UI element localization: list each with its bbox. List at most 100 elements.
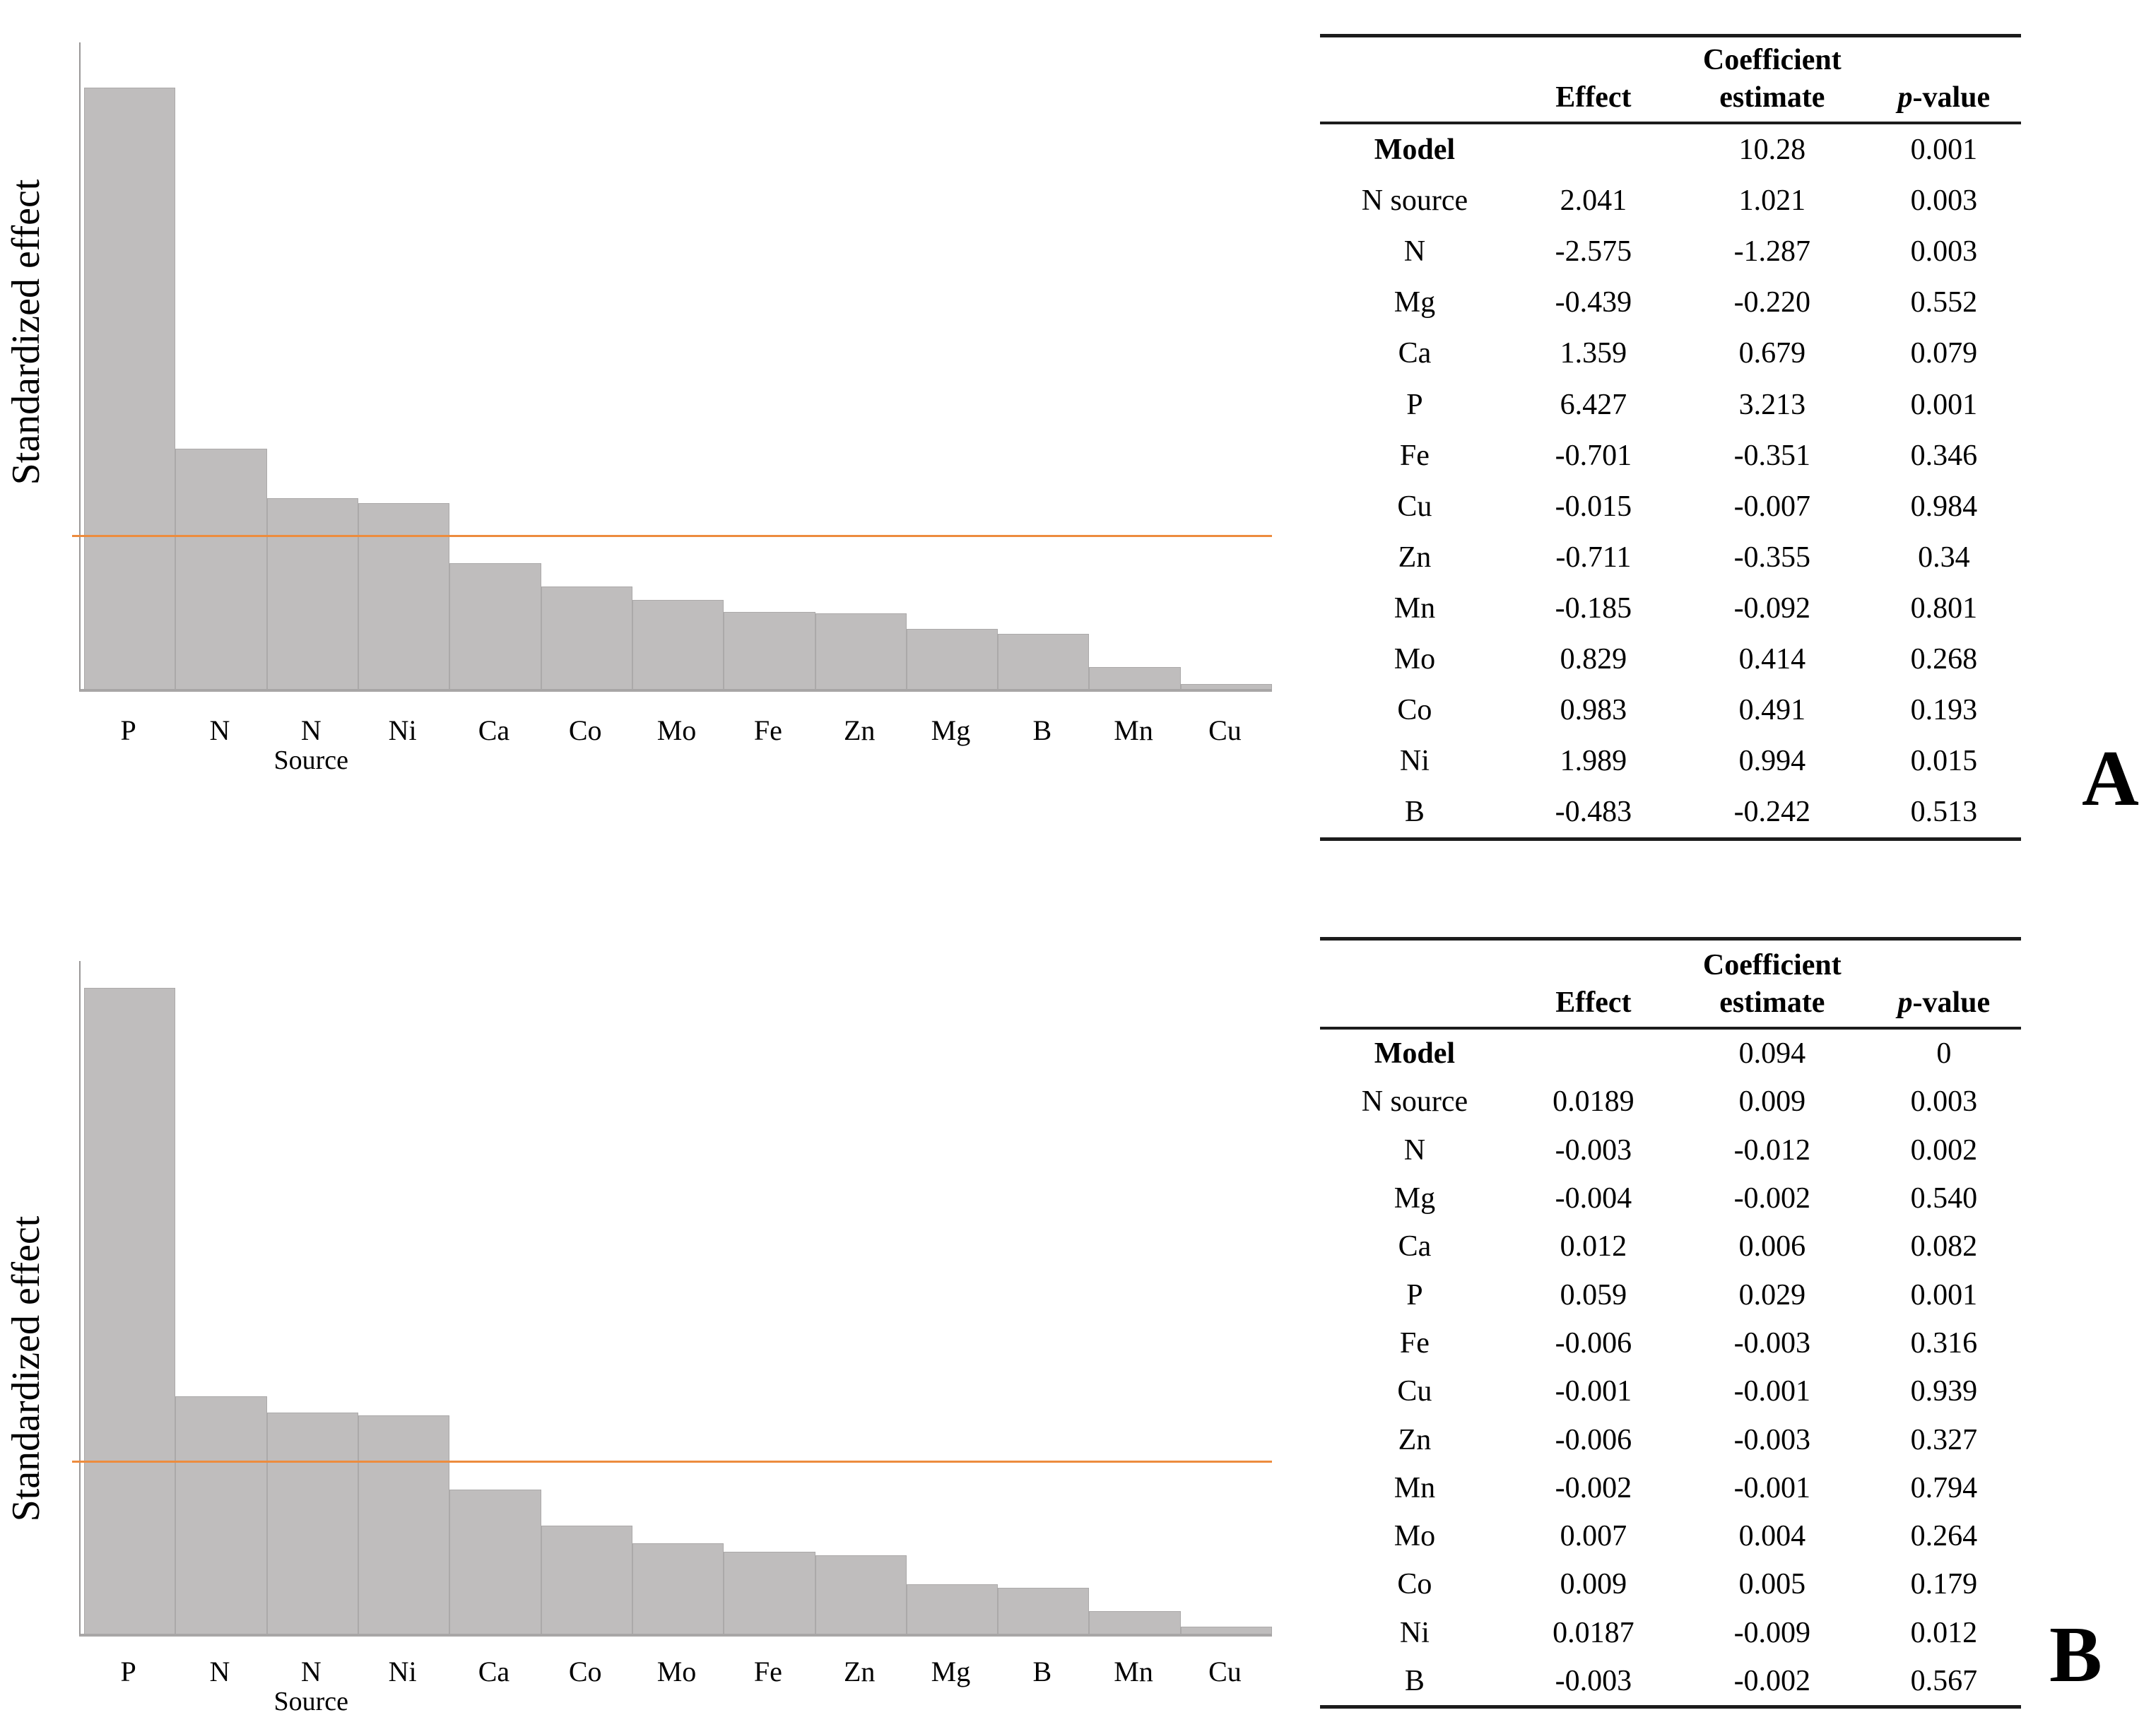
cell-p-value: 0.327 [1910,1423,1978,1456]
x-tick-label: Cu [1208,1656,1242,1687]
row-label: Mg [1394,1182,1436,1215]
cell-effect: 0.0189 [1553,1085,1634,1119]
cell-p-value: 0.801 [1910,591,1978,625]
cell-effect [1509,1030,1678,1078]
cell-effect: 1.359 [1560,337,1627,370]
table-top-rule [1320,937,2021,941]
x-tick-label: Mo [656,714,697,746]
header-p-italic: p [1897,986,1913,1019]
cell-p-value: 0.939 [1910,1375,1978,1408]
cell-p-value: 0.015 [1910,745,1978,778]
cell-effect: -0.015 [1555,490,1632,523]
bar-n-source [266,498,358,689]
x-tick-label: Fe [753,1656,782,1687]
cell-coefficient-estimate: 0.006 [1738,1230,1806,1263]
x-axis-labels-a: P N N Source Ni Ca Co Mo Fe Zn Mg B Mn Cu [83,715,1271,776]
x-tick-label: B [1032,1656,1052,1687]
cell-p-value: 0.268 [1910,642,1978,676]
row-label: P [1406,388,1423,421]
x-tick-label: Zn [843,1656,876,1687]
y-axis-label: Standardized effect [4,179,48,485]
x-tick-label: Mn [1114,714,1153,746]
row-label: P [1406,1278,1423,1312]
cell-effect: -0.006 [1555,1423,1632,1456]
cell-p-value: 0.567 [1910,1665,1978,1697]
cell-coefficient-estimate: 10.28 [1738,134,1806,167]
row-label: Co [1397,1568,1432,1601]
cell-effect: 0.0187 [1553,1616,1634,1649]
effects-table-b: Effect Coefficient estimate p-value Mode… [1320,937,2021,1709]
row-label: Fe [1399,439,1430,472]
header-p-rest: -value [1912,986,1991,1019]
cell-coefficient-estimate: -0.355 [1733,541,1811,574]
cell-p-value: 0.540 [1910,1182,1978,1215]
table-header-b: Effect Coefficient estimate p-value [1320,941,2021,1027]
cell-effect: -0.439 [1555,286,1632,319]
cell-coefficient-estimate: 0.005 [1738,1568,1806,1601]
row-label: Ni [1399,1616,1430,1649]
cell-effect: -0.006 [1555,1326,1632,1360]
row-label: Cu [1397,1375,1432,1408]
table-rows-b: Model 0.094 0 N source 0.0189 0.009 0.003 N -0.0… [1320,1030,2021,1705]
x-tick-label: Mg [931,1656,971,1687]
cell-p-value: 0.003 [1910,235,1978,269]
table-header-rule [1320,1027,2021,1030]
cell-p-value: 0.079 [1910,337,1978,370]
cell-coefficient-estimate: 3.213 [1738,388,1806,421]
bar-mn [1089,1610,1181,1634]
row-label: Co [1397,694,1432,727]
x-tick-label: Mo [656,1656,697,1687]
row-label: Ca [1398,1230,1432,1263]
x-tick-label: P [120,1656,136,1687]
cell-effect: 6.427 [1560,388,1627,421]
cell-coefficient-estimate: -0.003 [1733,1423,1811,1456]
cell-coefficient-estimate: -0.092 [1733,591,1811,625]
cell-coefficient-estimate: -0.242 [1733,796,1811,829]
bar-mg [906,628,999,689]
x-tick-label: N Source [266,715,357,776]
x-tick-label-sub: Source [273,745,349,775]
header-p-value: p-value [1867,984,2021,1022]
table-bottom-rule [1320,1705,2021,1709]
cell-effect: -0.701 [1555,439,1632,472]
cell-coefficient-estimate: 0.094 [1738,1037,1806,1071]
row-label: Ni [1399,745,1430,778]
row-label: Mg [1394,286,1436,319]
bar-cu [1180,683,1273,689]
x-tick-label-sub: Source [273,1687,349,1716]
cell-effect: 2.041 [1560,184,1627,218]
cell-p-value: 0.003 [1910,184,1978,218]
header-coefficient-line2: estimate [1719,81,1825,114]
cell-effect: -2.575 [1555,235,1632,269]
cell-effect: -0.001 [1555,1375,1632,1408]
cell-effect: 1.989 [1560,745,1627,778]
bars-a [84,42,1273,689]
cell-p-value: 0.513 [1910,796,1978,829]
cell-coefficient-estimate: 0.414 [1738,642,1806,676]
cell-p-value: 0.316 [1910,1326,1978,1360]
row-label: Mn [1394,591,1436,625]
row-label: Model [1374,134,1456,167]
cell-p-value: 0.082 [1910,1230,1978,1263]
cell-effect: 0.007 [1560,1520,1627,1553]
x-tick-label: B [1032,714,1052,746]
significance-reference-line [72,534,1272,537]
row-label: N [1403,1133,1426,1167]
cell-coefficient-estimate: -0.220 [1733,286,1811,319]
x-tick-label: Co [568,1656,602,1687]
x-tick-label: Zn [843,714,876,746]
cell-effect: -0.185 [1555,591,1632,625]
bar-ca [449,562,541,689]
x-tick-label: Ni [388,1656,417,1687]
cell-effect: 0.009 [1560,1568,1627,1601]
bar-n [175,448,267,689]
bar-ni [358,1415,450,1634]
x-tick-label: Mg [931,714,971,746]
row-label: Fe [1399,1326,1430,1360]
cell-coefficient-estimate: -0.007 [1733,490,1811,523]
header-p-value: p-value [1867,79,2021,117]
cell-p-value: 0.179 [1910,1568,1978,1601]
row-label: Mo [1394,642,1436,676]
pareto-chart-b [72,961,1273,1637]
